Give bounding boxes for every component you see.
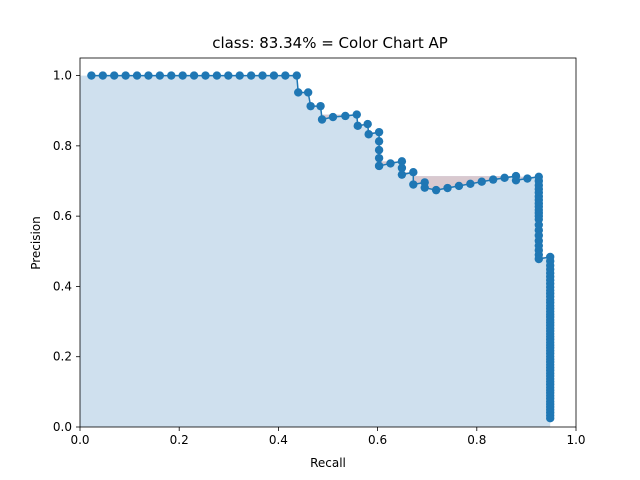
data-point xyxy=(534,254,543,264)
data-point xyxy=(546,414,555,423)
data-point xyxy=(466,179,475,189)
y-axis-label: Precision xyxy=(29,216,43,270)
y-tick-label: 0.4 xyxy=(53,279,72,293)
data-point xyxy=(246,71,256,80)
data-point xyxy=(500,173,509,183)
y-tick-label: 0.2 xyxy=(53,350,72,364)
data-point xyxy=(189,71,199,80)
data-point xyxy=(201,71,210,80)
data-point xyxy=(374,137,384,146)
data-point xyxy=(269,71,279,80)
data-point xyxy=(341,111,350,121)
data-point xyxy=(235,71,244,80)
data-point xyxy=(167,71,176,80)
x-axis-ticks: 0.0 0.2 0.4 0.6 0.8 1.0 xyxy=(70,427,586,447)
data-point xyxy=(353,121,362,131)
data-point xyxy=(328,112,338,122)
data-point xyxy=(397,157,407,166)
x-tick-label: 1.0 xyxy=(566,433,585,447)
data-point xyxy=(352,110,361,119)
data-point xyxy=(397,163,407,173)
y-tick-label: 0.6 xyxy=(53,209,72,223)
data-point xyxy=(281,71,290,80)
x-axis-label: Recall xyxy=(310,456,346,470)
data-point xyxy=(431,185,441,195)
data-point xyxy=(212,71,222,80)
data-point xyxy=(121,71,130,80)
data-point xyxy=(316,101,325,111)
axes-frame xyxy=(79,57,577,428)
plot-area xyxy=(79,57,577,428)
data-point xyxy=(132,71,142,80)
data-point xyxy=(374,145,384,155)
x-tick-label: 0.8 xyxy=(467,433,486,447)
data-point xyxy=(224,71,233,80)
data-point xyxy=(488,175,498,184)
data-point xyxy=(98,71,108,80)
y-tick-label: 1.0 xyxy=(53,69,72,83)
y-tick-label: 0.0 xyxy=(53,420,72,434)
chart-title: class: 83.34% = Color Chart AP xyxy=(212,34,448,52)
data-point xyxy=(364,130,373,139)
data-point xyxy=(374,153,384,163)
data-point xyxy=(144,71,153,80)
y-tick-label: 0.8 xyxy=(53,139,72,153)
data-point xyxy=(511,176,521,185)
data-point xyxy=(178,71,187,80)
x-tick-label: 0.0 xyxy=(70,433,89,447)
data-point xyxy=(87,71,96,80)
data-point xyxy=(420,183,429,192)
data-point xyxy=(292,71,301,80)
data-point xyxy=(374,161,384,171)
data-point xyxy=(317,115,327,124)
data-point xyxy=(409,180,418,189)
data-point xyxy=(397,170,407,179)
data-point xyxy=(155,71,165,80)
data-point xyxy=(294,88,303,97)
data-point xyxy=(523,174,532,183)
interpolated-area-fill xyxy=(80,75,551,428)
data-point xyxy=(454,181,464,191)
x-tick-label: 0.4 xyxy=(269,433,288,447)
data-point xyxy=(363,119,372,129)
data-point xyxy=(258,71,267,80)
data-point xyxy=(306,101,315,111)
x-tick-label: 0.6 xyxy=(368,433,387,447)
data-point xyxy=(303,88,313,97)
data-point xyxy=(409,168,418,177)
data-point xyxy=(110,71,119,80)
y-axis-ticks: 0.0 0.2 0.4 0.6 0.8 1.0 xyxy=(53,69,80,434)
data-point xyxy=(443,183,452,193)
data-point xyxy=(386,159,395,168)
x-tick-label: 0.2 xyxy=(170,433,189,447)
data-point xyxy=(477,177,486,186)
data-point xyxy=(374,127,384,137)
